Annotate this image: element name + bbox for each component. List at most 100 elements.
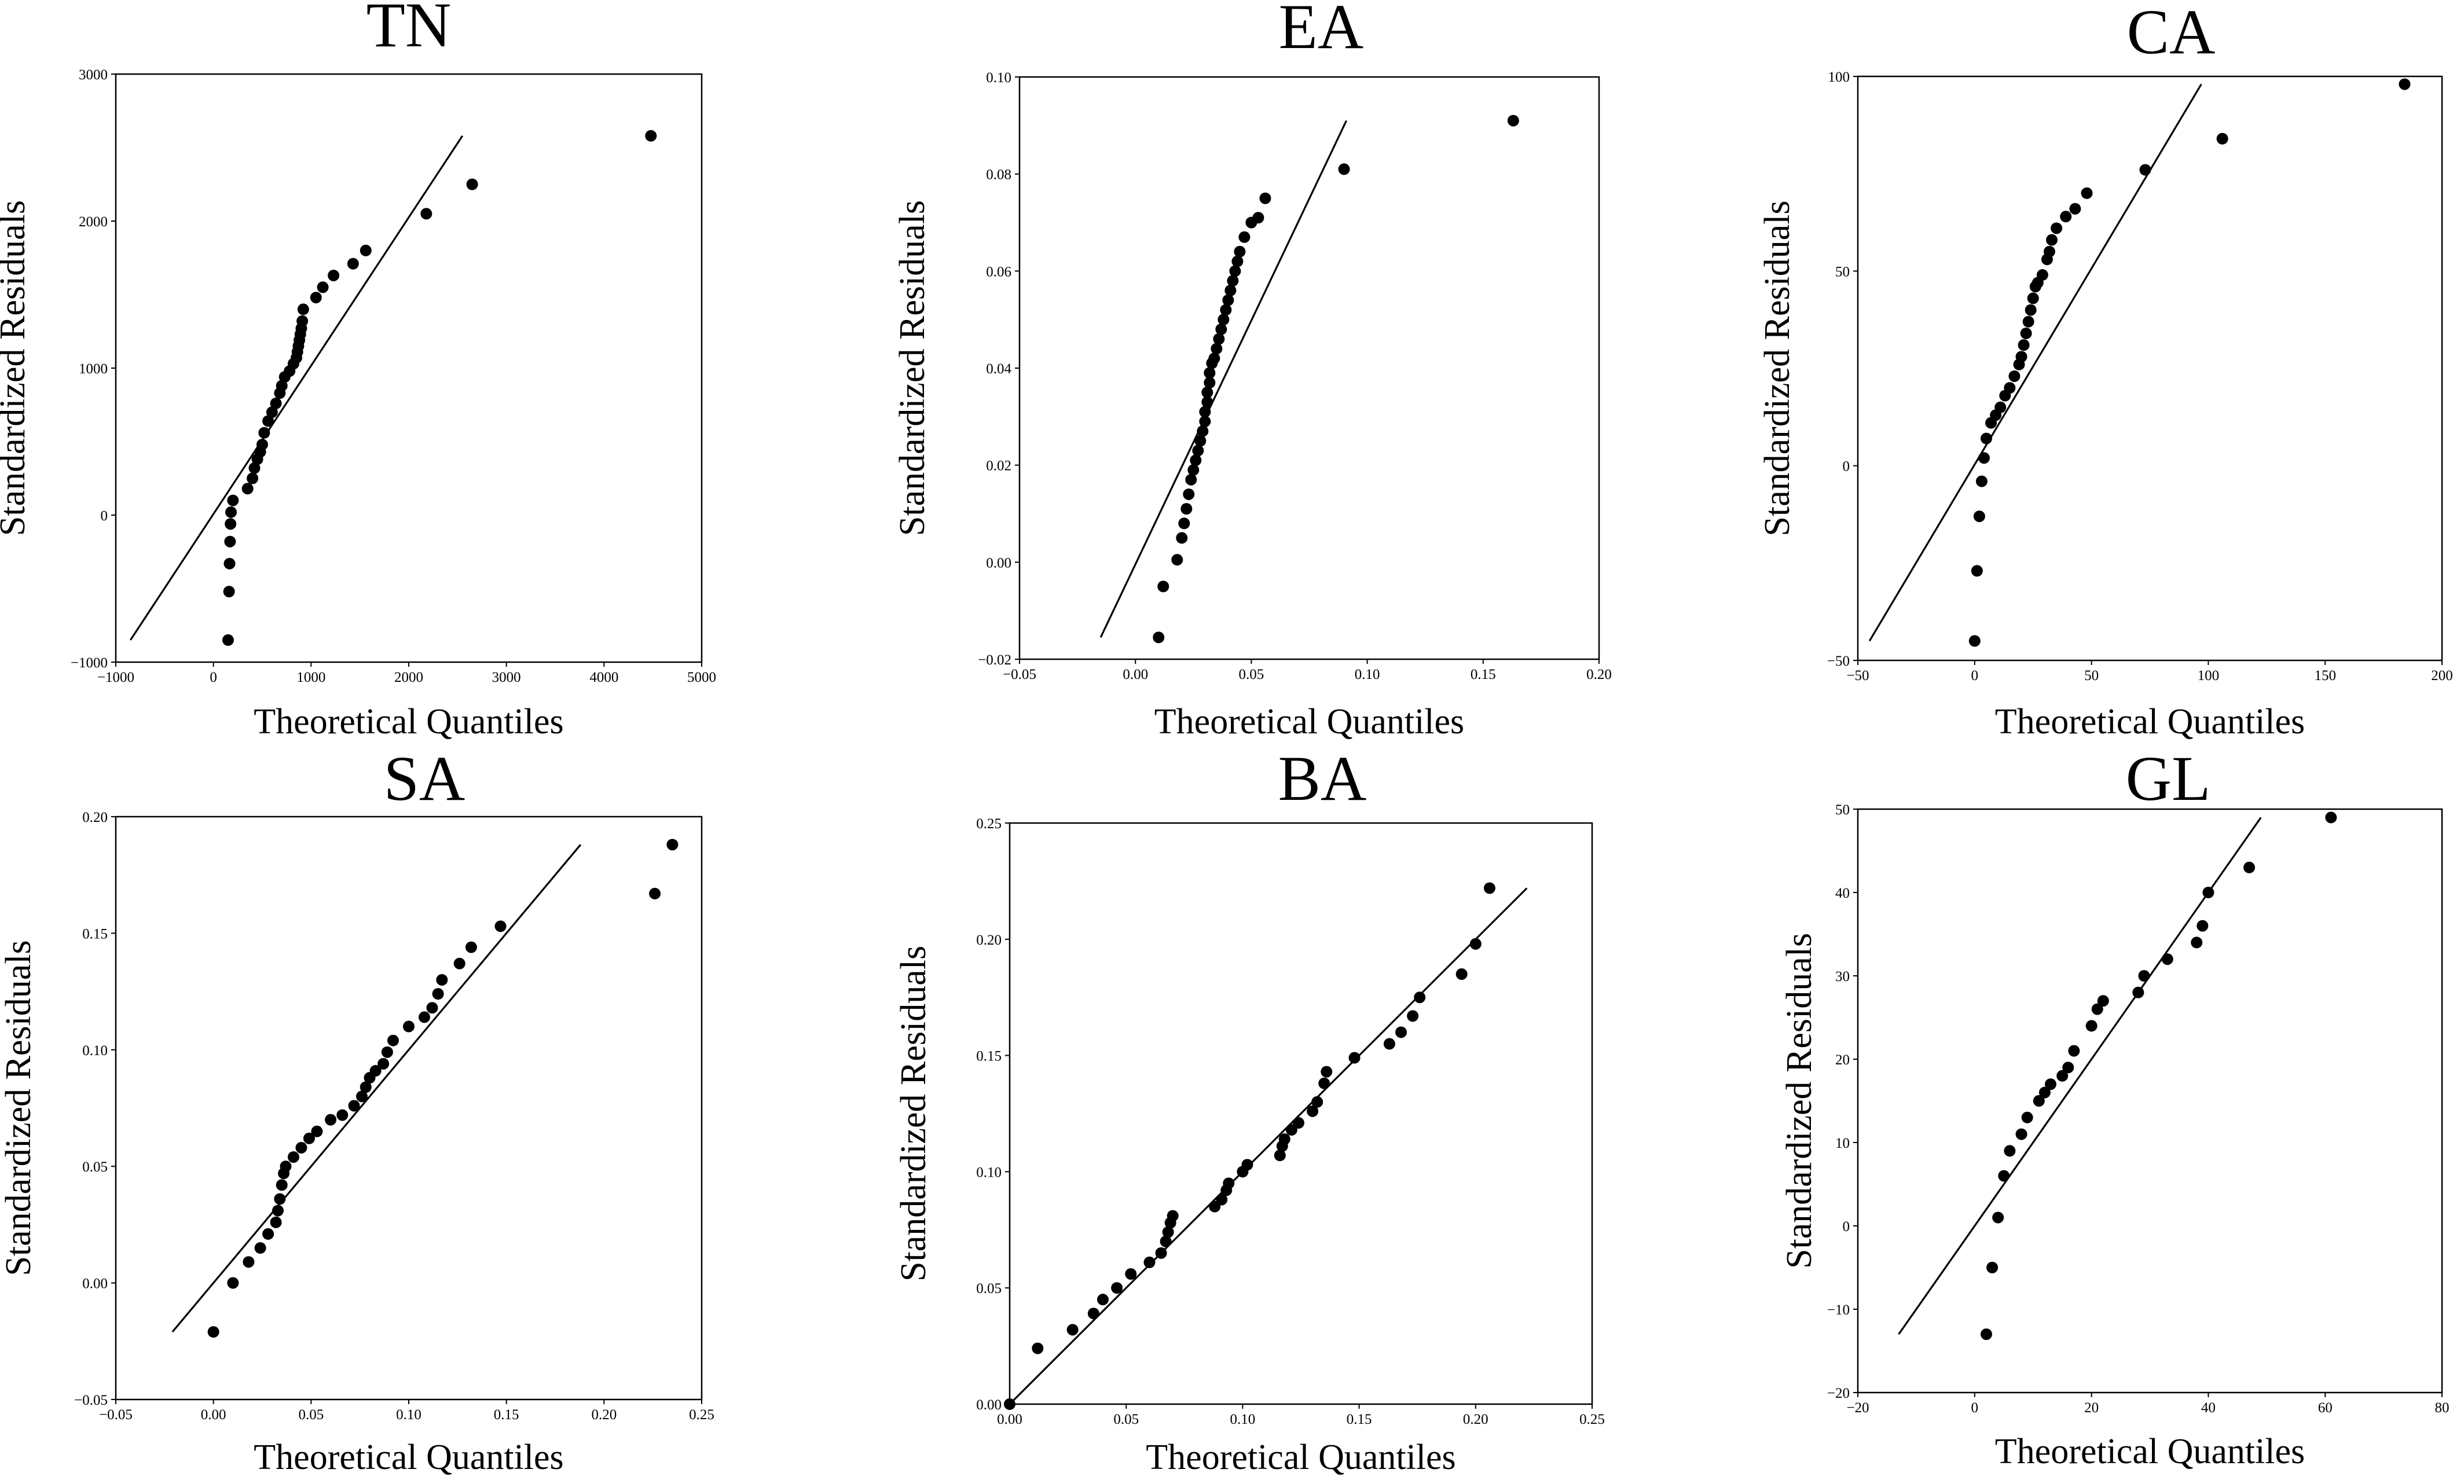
data-point: [1155, 1247, 1167, 1259]
data-point: [2138, 970, 2150, 982]
plot-frame: [1857, 808, 2443, 1394]
data-point: [1274, 1149, 1286, 1162]
y-tick-label: 10: [1835, 1136, 1850, 1151]
data-point: [1975, 475, 1988, 487]
x-tick-label: 40: [2201, 1400, 2216, 1416]
x-tick-label: 0.20: [1463, 1412, 1488, 1427]
data-point: [1992, 1211, 2004, 1224]
plot-frame: [1857, 75, 2443, 662]
data-point: [1311, 1096, 1323, 1108]
x-tick-label: 3000: [492, 670, 521, 685]
x-tick-label: 150: [2314, 668, 2336, 684]
data-point: [1383, 1038, 1395, 1050]
x-tick-label: 4000: [589, 670, 618, 685]
data-point: [1204, 367, 1216, 379]
y-tick-label: 3000: [79, 67, 108, 83]
y-tick-label: 0.00: [82, 1276, 108, 1292]
data-point: [336, 1109, 349, 1121]
data-point: [280, 1160, 292, 1173]
data-point: [227, 494, 239, 506]
data-point: [296, 315, 309, 327]
y-tick-label: 0.08: [986, 167, 1011, 183]
data-point: [1125, 1268, 1137, 1280]
data-point: [1980, 432, 1992, 445]
data-point: [1199, 416, 1211, 428]
data-point: [2022, 315, 2034, 328]
data-point: [1032, 1342, 1044, 1354]
data-point: [225, 506, 237, 518]
data-point: [262, 1228, 274, 1240]
data-point: [1197, 425, 1209, 437]
data-point: [381, 1046, 393, 1058]
reference-line: [1099, 120, 1348, 638]
data-point: [2008, 370, 2021, 382]
data-point: [2097, 995, 2109, 1007]
data-point: [2069, 203, 2081, 215]
x-tick-label: 1000: [296, 670, 325, 685]
data-point: [420, 208, 432, 220]
x-tick-label: −0.05: [99, 1407, 133, 1423]
data-point: [1215, 323, 1227, 335]
data-point: [360, 1081, 372, 1093]
x-tick-label: −50: [1846, 668, 1869, 684]
data-point: [1223, 1177, 1235, 1189]
y-tick-label: 0: [101, 508, 108, 524]
y-tick-label: −0.02: [978, 652, 1011, 668]
data-point: [465, 941, 477, 953]
data-point: [1278, 1133, 1290, 1145]
data-point: [1162, 1226, 1174, 1238]
x-tick-label: 0.15: [1347, 1412, 1372, 1427]
x-tick-label: −0.05: [1003, 667, 1036, 682]
y-tick-label: 0.10: [976, 1165, 1002, 1180]
y-tick-label: 0.00: [976, 1397, 1002, 1413]
x-tick-label: 0.00: [997, 1412, 1022, 1427]
data-point: [2036, 269, 2048, 281]
y-tick-label: 30: [1835, 969, 1850, 985]
data-point: [2202, 887, 2214, 898]
plot-ba: BA 0.00 0.05 0.10 0.15 0.20 0.25 0.00 0.05 0.10 0.…: [894, 743, 1605, 1477]
data-point: [1321, 1066, 1333, 1078]
data-point: [2015, 351, 2027, 363]
y-tick-label: 0.10: [986, 70, 1011, 86]
data-point: [1455, 968, 1468, 980]
data-point: [1143, 1257, 1156, 1269]
data-point: [2018, 339, 2030, 351]
data-point: [1097, 1294, 1109, 1306]
data-point: [1176, 532, 1188, 544]
x-tick-label: 200: [2431, 668, 2453, 684]
data-point: [1153, 631, 1165, 644]
y-tick-label: 0.06: [986, 264, 1011, 280]
data-point: [1307, 1105, 1319, 1117]
x-tick-label: −1000: [97, 670, 134, 685]
data-point: [348, 1100, 360, 1112]
data-point: [1171, 554, 1183, 566]
data-point: [258, 427, 270, 439]
data-point: [2132, 986, 2144, 998]
y-tick-label: 0.05: [976, 1281, 1002, 1296]
data-point: [645, 130, 657, 142]
data-point: [494, 920, 507, 932]
data-point: [1192, 445, 1204, 457]
data-point: [262, 415, 274, 427]
data-point: [1998, 1170, 2010, 1182]
data-point: [1224, 284, 1237, 296]
y-tick-label: 0.10: [82, 1043, 108, 1059]
y-tick-label: 0.20: [82, 810, 108, 825]
data-point: [1211, 343, 1223, 355]
data-point: [666, 839, 679, 851]
data-point: [2325, 811, 2337, 824]
data-point: [2027, 292, 2039, 304]
data-point: [1180, 503, 1193, 515]
data-point: [377, 1057, 390, 1070]
data-point: [1066, 1324, 1079, 1336]
data-point: [256, 439, 268, 451]
data-point: [207, 1326, 219, 1338]
x-axis-label: Theoretical Quantiles: [1146, 1438, 1455, 1477]
data-point: [2060, 211, 2072, 223]
data-point: [1259, 192, 1271, 204]
x-tick-label: −20: [1846, 1400, 1869, 1416]
data-point: [2045, 234, 2058, 246]
y-tick-label: 0.15: [976, 1049, 1002, 1064]
data-point: [1167, 1210, 1179, 1222]
data-point: [248, 462, 261, 474]
